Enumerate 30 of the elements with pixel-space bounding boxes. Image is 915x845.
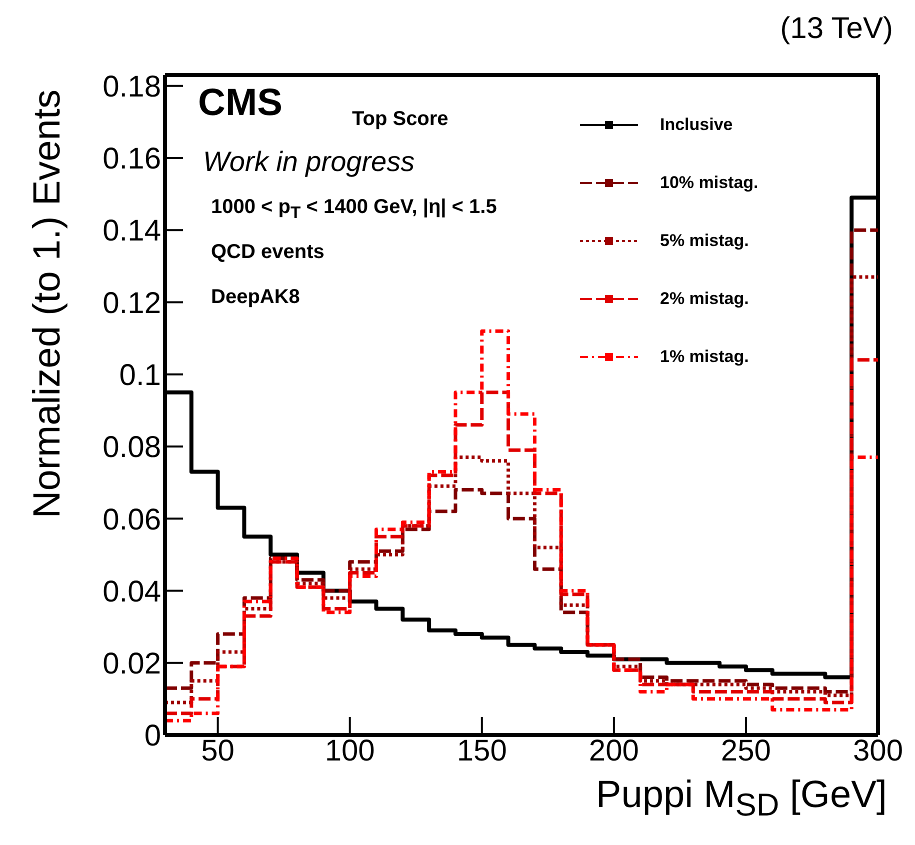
- annotation: 1000 < p$_{T}$ < 1400 GeV, |η| < 1.5: [211, 196, 497, 223]
- y-tick-label: 0.04: [102, 575, 161, 608]
- x-axis-title: Puppi M$_{SD}$ [GeV]: [596, 774, 887, 824]
- annotation: Work in progress: [203, 146, 415, 178]
- y-tick-label: 0.14: [102, 214, 161, 248]
- y-tick-label: 0.18: [102, 70, 161, 104]
- y-tick-label: 0.08: [102, 431, 161, 464]
- y-axis-title: Normalized (to 1.) Events: [26, 90, 70, 520]
- x-tick-label: 50: [201, 734, 234, 768]
- x-tick-label: 250: [720, 734, 771, 768]
- legend-label: 10% mistag.: [660, 173, 758, 193]
- annotation: Top Score: [352, 108, 448, 131]
- x-tick-label: 200: [588, 734, 639, 768]
- y-tick-label: 0: [144, 720, 161, 753]
- legend-label: 5% mistag.: [660, 231, 749, 251]
- y-tick-label: 0.12: [102, 286, 161, 320]
- y-tick-label: 0.1: [119, 358, 161, 392]
- x-tick-label: 100: [324, 734, 375, 768]
- y-tick-label: 0.16: [102, 142, 161, 176]
- annotation: CMS: [198, 82, 282, 125]
- chart-title: (13 TeV): [780, 12, 893, 46]
- annotation: DeepAK8: [211, 286, 300, 309]
- annotation: QCD events: [211, 241, 324, 264]
- y-tick-label: 0.06: [102, 503, 161, 536]
- y-tick-label: 0.02: [102, 648, 161, 681]
- x-tick-label: 300: [852, 734, 904, 768]
- legend-label: Inclusive: [660, 115, 733, 135]
- legend-label: 2% mistag.: [660, 289, 749, 309]
- x-tick-label: 150: [456, 734, 507, 768]
- legend-label: 1% mistag.: [660, 347, 749, 367]
